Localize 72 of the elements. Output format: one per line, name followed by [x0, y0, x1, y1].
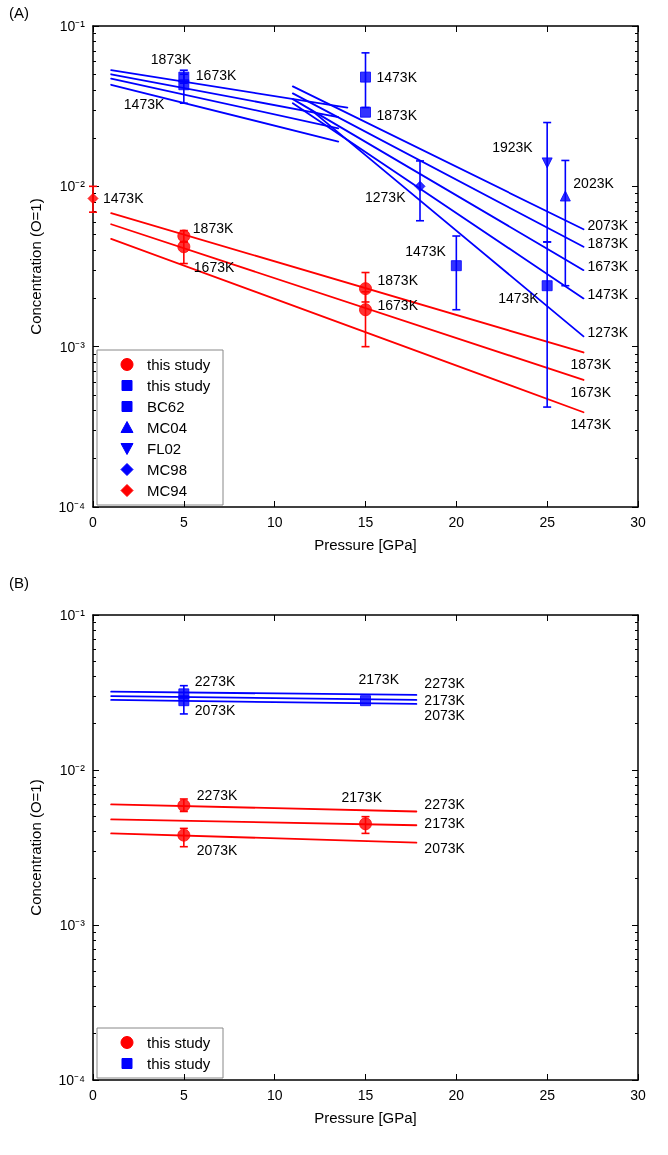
x-tick-label: 10 — [266, 514, 283, 530]
annotation: 1473K — [570, 416, 612, 433]
x-tick-label: 5 — [179, 1087, 188, 1103]
legend-label: FL02 — [147, 440, 182, 457]
legend-label: this study — [147, 1034, 211, 1051]
legend-label: this study — [147, 1055, 211, 1072]
annotation: 1873K — [570, 356, 612, 373]
annotation: 1473K — [405, 242, 447, 259]
x-tick-label: 25 — [539, 514, 556, 530]
annotation: 1473K — [376, 69, 418, 86]
annotation: 1873K — [376, 107, 418, 124]
annotation: 2073K — [424, 839, 466, 856]
annotation: 1873K — [192, 220, 234, 237]
annotation: 1673K — [193, 258, 235, 275]
annotation: 1673K — [195, 66, 237, 83]
y-tick-label: 10⁻² — [59, 178, 86, 195]
annotation: 2173K — [358, 670, 400, 687]
annotation: 1873K — [377, 271, 419, 288]
x-tick-label: 0 — [89, 1087, 98, 1103]
y-tick-label: 10⁻⁴ — [58, 1072, 85, 1088]
y-tick-label: 10⁻² — [59, 762, 86, 778]
annotation: 2173K — [341, 788, 383, 805]
x-tick-label: 15 — [357, 1087, 374, 1103]
annotation: 2173K — [424, 691, 466, 708]
y-tick-label: 10⁻¹ — [59, 607, 86, 623]
x-tick-label: 15 — [357, 514, 374, 530]
legend-label: MC04 — [147, 419, 188, 436]
annotation: 2173K — [424, 815, 466, 832]
annotation: 1923K — [492, 138, 534, 155]
x-tick-label: 25 — [539, 1087, 556, 1103]
annotation: 2073K — [587, 217, 629, 234]
y-tick-label: 10⁻³ — [59, 338, 86, 355]
annotation: 1873K — [587, 234, 629, 251]
x-axis-title: Pressure [GPa] — [314, 536, 417, 553]
annotation: 1473K — [123, 95, 165, 112]
legend-label: this study — [147, 377, 211, 394]
annotation: 1673K — [377, 296, 419, 313]
y-axis-title: Concentration (O=1) — [27, 779, 44, 916]
x-tick-label: 20 — [448, 1087, 465, 1103]
annotation: 2273K — [194, 672, 236, 689]
annotation: 1673K — [570, 383, 612, 400]
y-tick-label: 10⁻³ — [59, 917, 86, 933]
y-axis-title: Concentration (O=1) — [27, 198, 44, 335]
annotation: 1473K — [498, 289, 540, 306]
annotation: 1673K — [587, 258, 629, 275]
x-tick-label: 30 — [630, 1087, 646, 1103]
annotation: 2273K — [196, 786, 238, 803]
annotation: 1473K — [103, 190, 145, 207]
chart-title: (B) — [9, 574, 29, 591]
x-tick-label: 0 — [89, 514, 98, 530]
annotation: 1273K — [587, 324, 629, 341]
x-axis-title: Pressure [GPa] — [314, 1109, 417, 1126]
annotation: 2073K — [194, 701, 236, 718]
y-tick-label: 10⁻⁴ — [58, 499, 85, 515]
legend-label: MC94 — [147, 482, 188, 499]
x-tick-label: 10 — [266, 1087, 283, 1103]
x-tick-label: 20 — [448, 514, 465, 530]
legend-label: BC62 — [147, 398, 185, 415]
annotation: 1473K — [587, 286, 629, 303]
chart-title: (A) — [9, 4, 29, 21]
annotation: 2073K — [424, 706, 466, 723]
annotation: 2073K — [196, 842, 238, 859]
annotation: 2023K — [573, 175, 615, 192]
x-tick-label: 5 — [179, 514, 188, 530]
legend-label: this study — [147, 356, 211, 373]
x-tick-label: 30 — [630, 514, 646, 530]
annotation: 1873K — [150, 51, 192, 68]
annotation: 1273K — [365, 189, 407, 206]
annotation: 2273K — [424, 674, 466, 691]
legend-label: MC98 — [147, 461, 188, 478]
y-tick-label: 10⁻¹ — [59, 18, 86, 34]
annotation: 2273K — [424, 796, 466, 813]
